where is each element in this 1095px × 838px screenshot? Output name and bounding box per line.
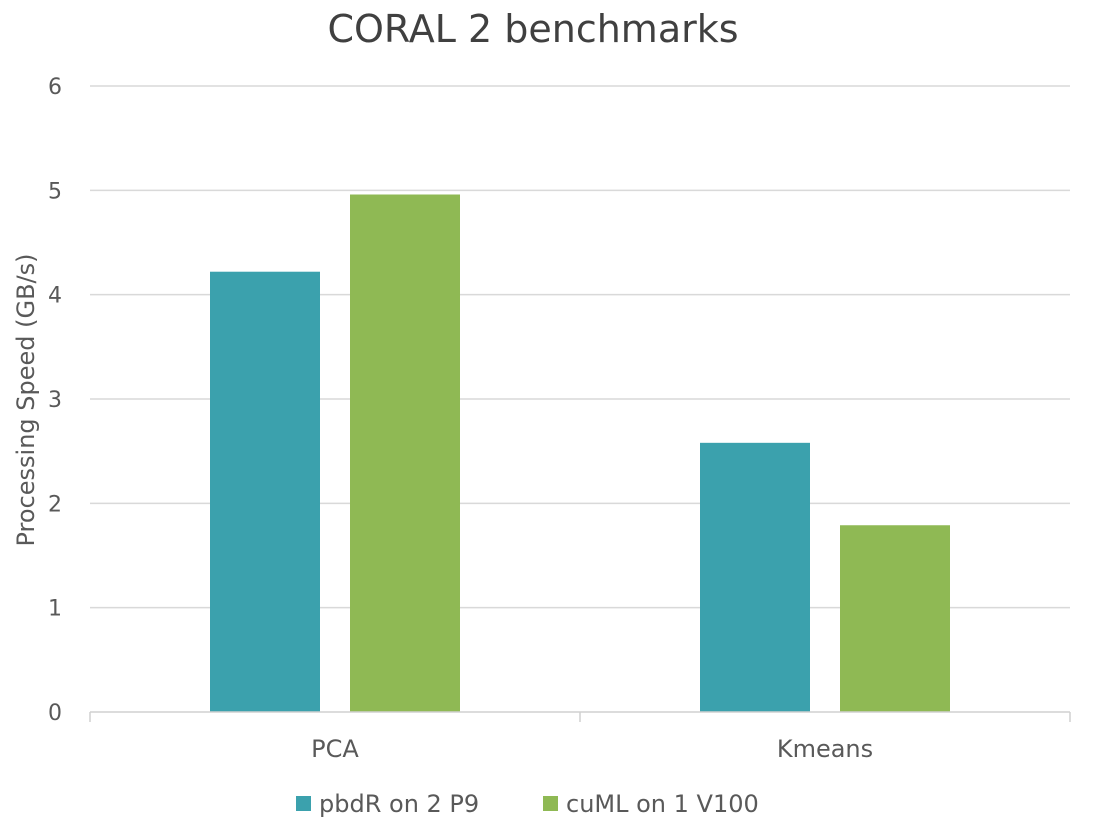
y-tick-label: 1 xyxy=(48,597,62,622)
bar-kmeans-series-1 xyxy=(700,442,810,712)
y-tick-label: 5 xyxy=(48,179,62,204)
chart-title: CORAL 2 benchmarks xyxy=(327,7,738,51)
x-tick-label: PCA xyxy=(311,735,359,763)
x-tick-label: Kmeans xyxy=(777,735,873,763)
y-tick-label: 6 xyxy=(48,75,62,100)
legend-swatch-2 xyxy=(543,796,558,811)
y-tick-label: 2 xyxy=(48,492,62,517)
y-tick-label: 3 xyxy=(48,388,62,413)
y-tick-label: 4 xyxy=(48,284,62,309)
bar-pca-series-1 xyxy=(210,271,320,712)
bars xyxy=(210,194,950,713)
legend: pbdR on 2 P9 cuML on 1 V100 xyxy=(296,790,759,818)
bar-kmeans-series-2 xyxy=(840,525,950,712)
legend-label-1: pbdR on 2 P9 xyxy=(319,790,479,818)
legend-label-2: cuML on 1 V100 xyxy=(566,790,759,818)
bar-pca-series-2 xyxy=(350,194,460,713)
y-tick-label: 0 xyxy=(48,701,62,726)
y-axis-label: Processing Speed (GB/s) xyxy=(12,253,40,546)
x-axis: PCA Kmeans xyxy=(89,711,1071,763)
legend-swatch-1 xyxy=(296,796,311,811)
